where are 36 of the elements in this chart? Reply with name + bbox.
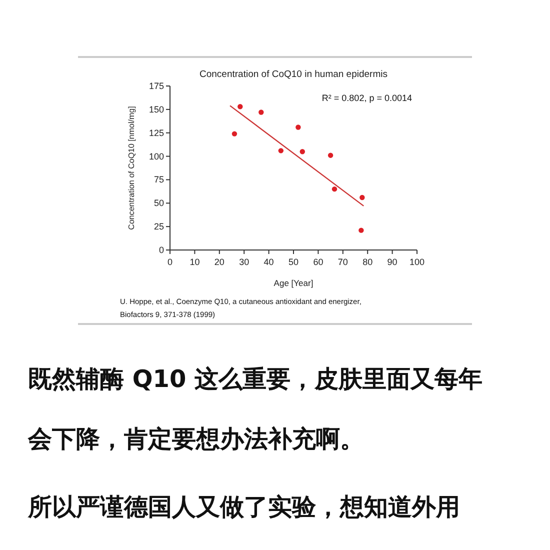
y-tick-label: 150 [148, 104, 164, 114]
x-tick-label: 40 [264, 257, 274, 267]
y-tick-label: 50 [154, 198, 164, 208]
x-tick-label: 70 [338, 257, 348, 267]
point [278, 148, 284, 154]
y-tick-label: 175 [148, 81, 164, 91]
point [332, 186, 338, 192]
x-tick-label: 0 [167, 257, 173, 267]
x-tick-label: 80 [362, 257, 373, 267]
y-axis-title: Concentration of CoQ10 [nmol/mg] [127, 106, 136, 230]
chart-title: Concentration of CoQ10 in human epidermis [200, 69, 388, 80]
x-tick-label: 90 [387, 257, 398, 267]
point [358, 228, 364, 233]
x-tick-label: 50 [288, 257, 299, 267]
y-tick-label: 75 [154, 174, 164, 185]
x-tick-label: 100 [409, 257, 425, 267]
x-axis-title: Age [Year] [274, 278, 314, 288]
y-tick-label: 25 [154, 222, 164, 232]
text: 所以严谨德国人又做了实验，想知道外用 [27, 493, 460, 521]
annotation: R² = 0.802, p = 0.0014 [322, 93, 412, 103]
point [258, 110, 264, 115]
y-tick-label: 0 [158, 245, 164, 255]
point [360, 194, 365, 200]
y-tick-label: 100 [148, 151, 164, 162]
y-tick-label: 125 [148, 128, 164, 138]
x-tick-label: 30 [239, 257, 250, 267]
point [296, 124, 301, 130]
x-tick-label: 20 [214, 257, 224, 267]
x-tick-label: 10 [190, 257, 200, 267]
text: 会下降，肯定要想办法补充啊。 [27, 425, 364, 453]
point [328, 152, 334, 158]
point [232, 131, 238, 136]
text: 既然辅酶 Q10 这么重要，皮肤里面又每年 [28, 365, 483, 393]
point [300, 149, 305, 154]
x-tick-label: 60 [313, 257, 324, 267]
point [238, 104, 243, 110]
